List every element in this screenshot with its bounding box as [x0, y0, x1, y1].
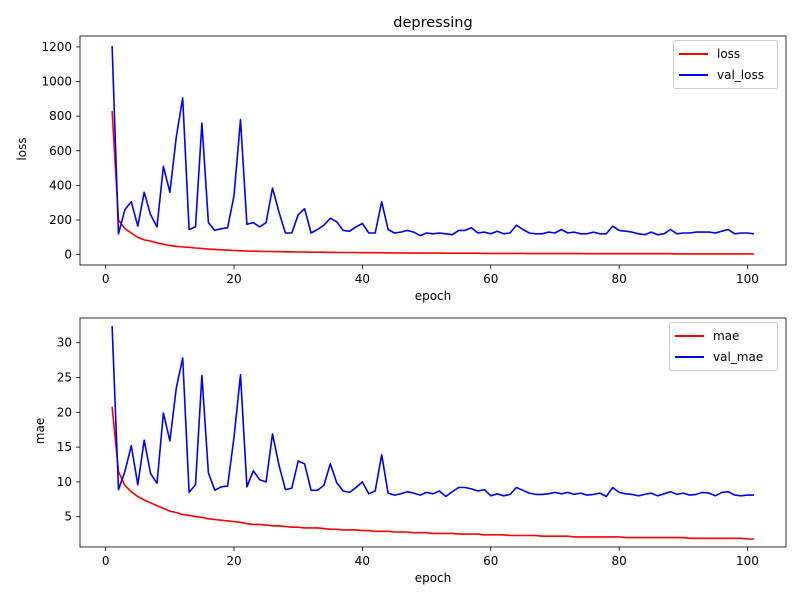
- val-loss-series-line: [111, 45, 754, 237]
- loss-y-tick-label: 1000: [41, 75, 72, 89]
- loss-y-tick-label: 600: [49, 144, 72, 158]
- mae-x-axis-label: epoch: [415, 571, 452, 585]
- mae-legend-box: [669, 322, 778, 371]
- mae-y-tick-label: 30: [57, 336, 72, 350]
- loss-y-tick-label: 1200: [41, 40, 72, 54]
- mae-y-tick-label: 20: [57, 405, 72, 419]
- chart-title: depressing: [393, 15, 472, 31]
- loss-x-tick-label: 80: [611, 272, 626, 286]
- loss-y-axis-label: loss: [15, 137, 29, 160]
- mae-series-line: [111, 406, 754, 540]
- mae-y-tick-label: 10: [57, 475, 72, 489]
- loss-legend: loss val_loss: [673, 40, 778, 89]
- mae-x-tick-label: 20: [226, 554, 241, 568]
- loss-x-tick-label: 20: [226, 272, 241, 286]
- mae-x-tick-label: 80: [611, 554, 626, 568]
- mae-axes-frame: [79, 317, 787, 548]
- loss-legend-box: [673, 40, 778, 89]
- val-mae-legend-label: val_mae: [713, 350, 763, 364]
- loss-y-tick-label: 200: [49, 213, 72, 227]
- loss-x-tick-label: 100: [736, 272, 759, 286]
- mae-y-tick-label: 5: [64, 510, 72, 524]
- mae-subplot: 0 20 40 60 80 100 5 10 15 20 25 30 epoch mae mae va…: [33, 317, 787, 585]
- mae-y-axis-label: mae: [33, 418, 47, 444]
- loss-legend-label: loss: [717, 47, 740, 61]
- mae-x-tick-label: 100: [736, 554, 759, 568]
- mae-y-tick-label: 15: [57, 440, 72, 454]
- loss-subplot: depressing 0 20 40 60 80 10002004006008001000…: [15, 15, 787, 303]
- val-mae-series-line: [111, 325, 754, 498]
- loss-x-tick-label: 60: [483, 272, 498, 286]
- loss-x-tick-label: 40: [355, 272, 370, 286]
- mae-x-tick-label: 40: [355, 554, 370, 568]
- loss-series-line: [111, 110, 754, 255]
- val-loss-legend-label: val_loss: [717, 68, 764, 82]
- mae-legend: mae val_mae: [669, 322, 778, 371]
- mae-axis-ticks: 0 20 40 60 80 100 5 10 15 20 25 30: [57, 336, 759, 568]
- loss-x-tick-label: 0: [102, 272, 110, 286]
- loss-y-tick-label: 0: [64, 248, 72, 262]
- mae-legend-label: mae: [713, 329, 739, 343]
- mae-x-tick-label: 0: [102, 554, 110, 568]
- loss-y-tick-label: 400: [49, 178, 72, 192]
- mae-plot-marks: [79, 317, 787, 548]
- mae-x-tick-label: 60: [483, 554, 498, 568]
- loss-y-tick-label: 800: [49, 109, 72, 123]
- loss-x-axis-label: epoch: [415, 289, 452, 303]
- mae-y-tick-label: 25: [57, 371, 72, 385]
